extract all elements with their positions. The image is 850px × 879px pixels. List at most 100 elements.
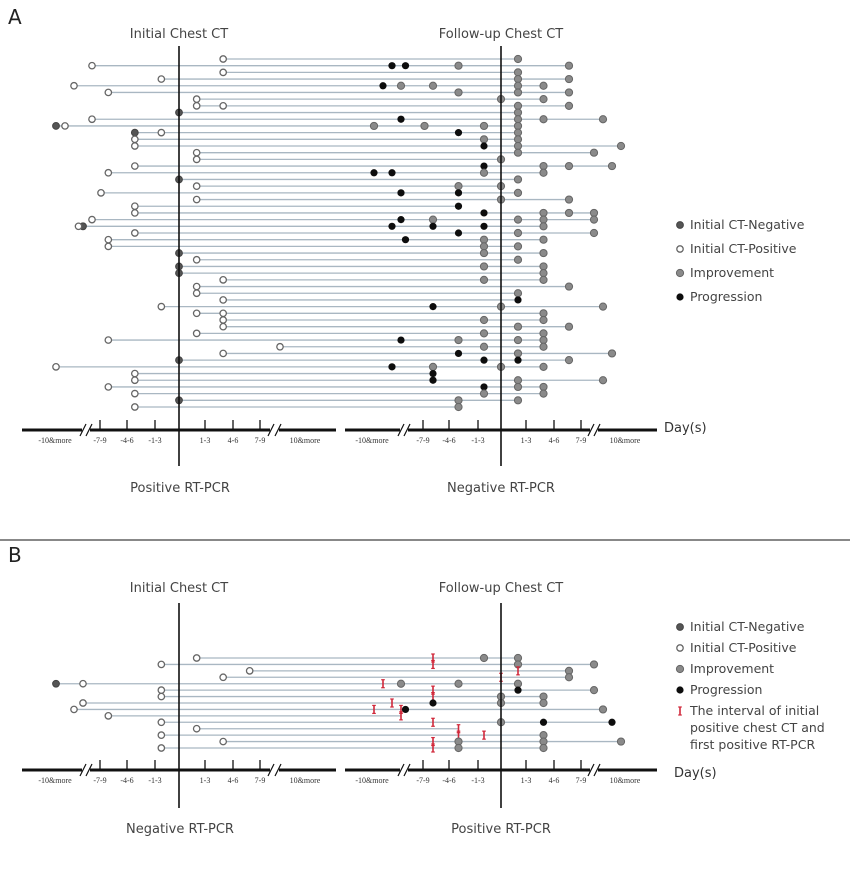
marker-progression	[429, 222, 437, 230]
marker-improvement	[513, 228, 523, 238]
marker-improvement	[513, 101, 523, 110]
marker-initial-ct-positive	[192, 95, 201, 104]
marker-initial-ct-positive	[88, 115, 96, 124]
marker-initial-ct-positive	[157, 128, 166, 137]
marker-improvement	[598, 705, 608, 714]
data-row	[157, 659, 599, 670]
tick-label-left: -1-3	[148, 436, 161, 445]
marker-improvement	[539, 698, 548, 708]
axis-break-mark	[85, 423, 93, 437]
rows-b	[52, 653, 626, 753]
tick-label-left: 7-9	[255, 776, 266, 785]
marker-initial-ct-positive	[192, 724, 201, 733]
marker-progression	[401, 236, 410, 244]
data-row	[52, 679, 523, 689]
marker-improvement	[589, 148, 599, 157]
marker-progression	[454, 229, 463, 237]
marker-initial-ct-positive	[130, 403, 139, 411]
axis-break-mark	[587, 763, 595, 777]
data-row	[52, 362, 548, 371]
data-row	[175, 248, 548, 258]
marker-improvement	[454, 335, 463, 345]
marker-initial-ct-positive	[130, 202, 139, 211]
marker-improvement	[539, 342, 548, 351]
marker-improvement	[479, 389, 489, 398]
marker-improvement	[539, 161, 548, 171]
marker-progression	[388, 169, 396, 177]
marker-progression	[397, 115, 405, 123]
marker-improvement	[479, 168, 489, 177]
axis-break-mark	[79, 423, 87, 437]
data-row	[130, 128, 523, 137]
axis-break-mark	[397, 763, 405, 777]
axis-break-mark	[593, 763, 601, 777]
marker-initial-ct-positive	[219, 349, 228, 358]
marker-initial-ct-positive	[70, 81, 78, 90]
title-initial-ct-a: Initial Chest CT	[130, 27, 228, 42]
axis-break-mark	[403, 423, 411, 437]
marker-improvement	[454, 402, 463, 412]
axis-break-mark	[403, 763, 411, 777]
marker-improvement	[454, 743, 463, 753]
marker-initial-ct-negative	[676, 221, 684, 229]
marker-improvement	[513, 141, 523, 151]
data-row	[192, 148, 599, 157]
tick-label-right: 1-3	[521, 776, 532, 785]
marker-progression	[480, 222, 488, 230]
marker-initial-ct-positive	[157, 686, 166, 694]
tick-label-left: 4-6	[228, 776, 239, 785]
marker-initial-ct-positive	[157, 744, 166, 752]
marker-improvement	[564, 322, 574, 331]
marker-initial-ct-positive	[219, 296, 228, 304]
marker-improvement	[564, 74, 574, 84]
data-row	[130, 228, 599, 238]
data-row	[175, 356, 574, 365]
marker-improvement	[598, 115, 608, 124]
legend-label: Initial CT-Positive	[690, 241, 797, 256]
tick-label-right: 7-9	[576, 776, 587, 785]
marker-progression	[480, 383, 488, 391]
marker-initial-ct-negative	[130, 128, 139, 137]
axis-break-mark	[397, 423, 405, 437]
data-row	[175, 269, 548, 278]
data-row	[192, 95, 548, 104]
axis-break-mark	[587, 423, 595, 437]
marker-improvement	[598, 376, 608, 385]
tick-label-right: -7-9	[416, 776, 429, 785]
marker-initial-ct-positive	[97, 188, 105, 197]
marker-improvement	[454, 88, 463, 97]
marker-progression	[397, 336, 405, 344]
marker-improvement	[513, 349, 523, 358]
marker-initial-ct-positive	[192, 282, 201, 291]
marker-progression	[401, 705, 410, 714]
tick-label-left: 4-6	[228, 436, 239, 445]
data-row	[192, 155, 506, 164]
data-row	[104, 711, 403, 721]
marker-progression	[429, 699, 437, 707]
data-row	[88, 61, 574, 70]
marker-improvement	[675, 664, 685, 674]
data-row	[192, 289, 523, 298]
data-row	[219, 275, 548, 284]
legend-item-imp: Improvement	[675, 265, 774, 280]
marker-progression	[388, 363, 396, 371]
marker-improvement	[479, 653, 489, 663]
data-row	[130, 402, 463, 412]
legend-label: The interval of initial	[689, 703, 819, 718]
marker-improvement	[589, 228, 599, 238]
marker-improvement	[539, 329, 548, 338]
legend-label: Progression	[690, 289, 762, 304]
marker-initial-ct-positive	[219, 101, 228, 110]
data-row	[74, 222, 548, 231]
tick-label-left: -4-6	[120, 776, 133, 785]
marker-improvement	[513, 54, 523, 64]
marker-improvement	[539, 235, 548, 244]
marker-initial-ct-positive	[676, 245, 684, 253]
data-row	[175, 396, 523, 405]
data-row	[219, 54, 523, 64]
marker-improvement	[589, 660, 599, 669]
marker-improvement	[564, 673, 574, 682]
marker-initial-ct-positive	[70, 705, 78, 714]
data-row	[192, 282, 574, 291]
